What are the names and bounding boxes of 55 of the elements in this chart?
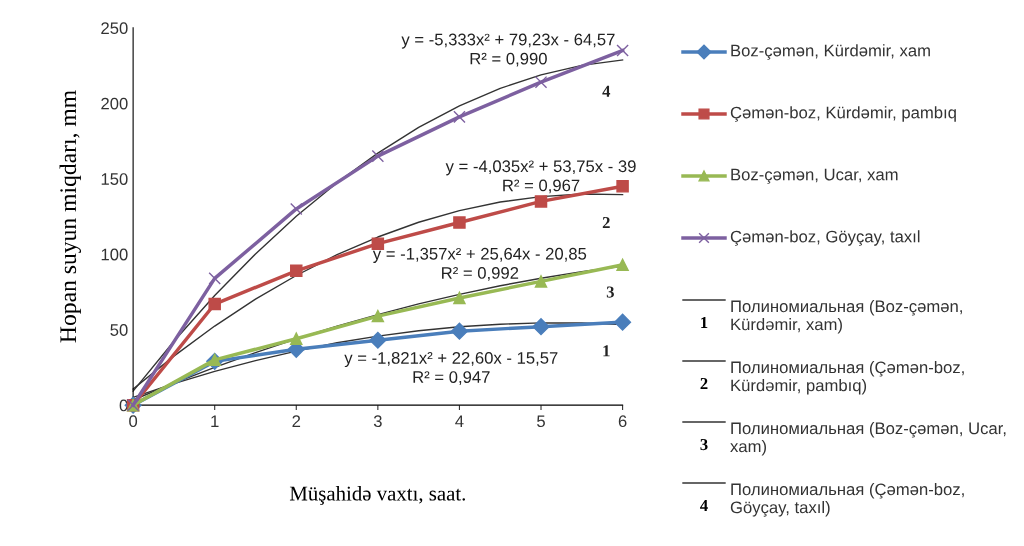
point [371, 237, 385, 250]
point [290, 264, 303, 278]
annotation: y = -5,333x² + 79,23x - 64,57 R² = 0,990 [401, 33, 615, 67]
point [616, 180, 629, 193]
point [290, 202, 303, 216]
x-tick-label: 1 [211, 415, 219, 427]
text: 1 [701, 317, 708, 329]
legend-label: Полиномиальная (Çəmən-boz, Kürdəmir, pambıq) [731, 361, 964, 395]
legend-label: Boz-çəmən, Ucar, xam [731, 168, 898, 184]
annotation: y = -4,035x² + 53,75x - 39 R² = 0,967 [445, 160, 636, 194]
y-tick-label: 50 [110, 324, 128, 336]
x-tick-label: 2 [292, 415, 301, 427]
point [371, 309, 385, 323]
point [450, 322, 468, 340]
point [534, 75, 548, 89]
point [290, 332, 303, 345]
point [371, 149, 385, 163]
x-axis-title: Müşahidə vaxtı, saat. [289, 485, 465, 505]
y-axis-title: Hopan suyun miqdarı, mm [59, 90, 82, 343]
point [208, 272, 221, 285]
point [614, 313, 632, 331]
point [369, 331, 387, 349]
legend-label: Çəmən-boz, Kürdəmir, pambıq [730, 106, 956, 122]
annotation: 4 [602, 85, 611, 97]
annotation: 3 [606, 286, 614, 298]
point [616, 258, 629, 272]
point [453, 216, 466, 229]
legend-label: Полиномиальная (Çəmən-boz, Göyçay, taxıl) [730, 483, 964, 517]
point [534, 195, 548, 208]
legend-label: Полиномиальная (Boz-çəmən, Kürdəmir, xam) [731, 300, 962, 334]
point [208, 297, 221, 311]
x-tick-label: 5 [537, 415, 545, 428]
text: 3 [700, 438, 708, 451]
legend-label: Çəmən-boz, Göyçay, taxıl [730, 230, 920, 246]
annotation: 1 [603, 345, 610, 357]
point [453, 291, 466, 305]
point [616, 44, 629, 57]
y-tick-label: 150 [101, 173, 128, 185]
annotation: y = -1,821x² + 22,60x - 15,57 R² = 0,947 [344, 352, 558, 385]
text: 2 [700, 377, 708, 390]
y-tick-label: 100 [101, 248, 128, 261]
x-tick-label: 0 [129, 415, 138, 428]
annotation: y = -1,357x² + 25,64x - 20,85 R² = 0,992 [372, 247, 587, 281]
x-tick-label: 3 [373, 415, 382, 428]
annotation: 2 [602, 217, 610, 229]
legend-label: Boz-çəmən, Kürdəmir, xam [731, 44, 930, 60]
point [534, 275, 548, 288]
point [453, 110, 466, 124]
legend-label: Полиномиальная (Boz-çəmən, Ucar, xam) [730, 422, 1006, 456]
y-tick-label: 200 [101, 97, 128, 110]
point [532, 318, 550, 336]
text: 4 [700, 500, 708, 512]
x-tick-label: 4 [455, 415, 464, 427]
x-tick-label: 6 [618, 415, 627, 428]
y-tick-label: 250 [101, 22, 128, 35]
